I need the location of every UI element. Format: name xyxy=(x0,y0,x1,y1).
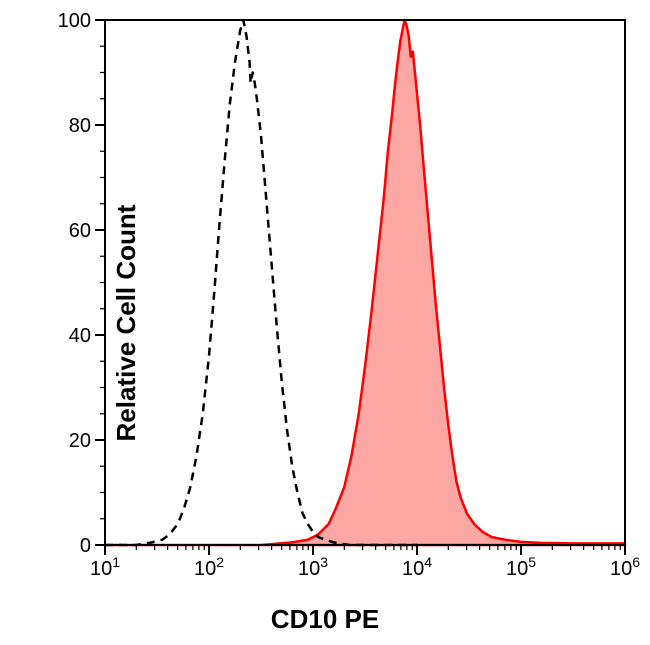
svg-text:101: 101 xyxy=(90,554,120,580)
svg-text:20: 20 xyxy=(69,430,91,452)
svg-text:106: 106 xyxy=(610,554,640,580)
svg-text:102: 102 xyxy=(194,554,224,580)
svg-text:80: 80 xyxy=(69,115,91,137)
flow-cytometry-chart: 101 102 103 104 105 106 0 20 40 60 80 100 Relative … xyxy=(0,0,650,645)
svg-text:103: 103 xyxy=(298,554,328,580)
svg-text:0: 0 xyxy=(80,535,91,557)
svg-text:60: 60 xyxy=(69,220,91,242)
y-axis-label: Relative Cell Count xyxy=(111,204,142,441)
svg-text:40: 40 xyxy=(69,325,91,347)
x-axis-label: CD10 PE xyxy=(271,604,379,635)
chart-svg: 101 102 103 104 105 106 0 20 40 60 80 100 xyxy=(0,0,650,645)
svg-text:104: 104 xyxy=(402,554,432,580)
svg-text:105: 105 xyxy=(506,554,536,580)
svg-text:100: 100 xyxy=(58,10,91,32)
